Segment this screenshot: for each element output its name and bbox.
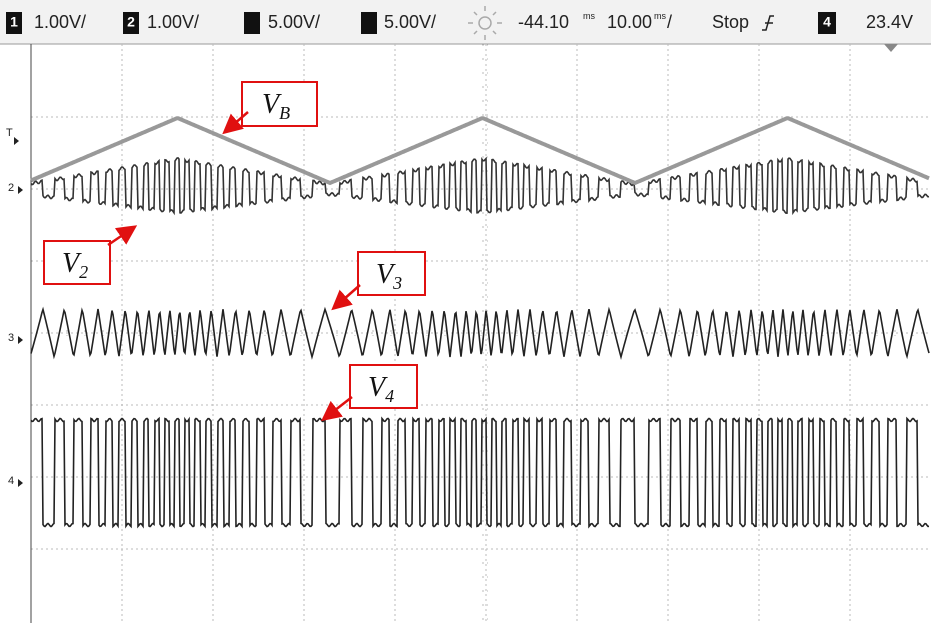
ch1-scale[interactable]: 1.00V/ [34,12,86,32]
ch3-marker: 3 [8,332,14,344]
annotation-sub: 2 [79,262,88,282]
ch4-marker: 4 [8,475,14,487]
ch1-number[interactable]: 1 [10,14,18,30]
marker-arrows [14,137,23,487]
ch4-badge[interactable] [361,12,377,34]
delay-unit: ms [583,11,595,21]
annotation-arrow [108,228,133,245]
trigger-source[interactable]: 4 [823,14,831,30]
ch3-badge[interactable] [244,12,260,34]
ch3-waveform [31,309,929,357]
trigger-level[interactable]: 23.4V [866,12,913,32]
run-state[interactable]: Stop [712,12,749,32]
ch2-scale[interactable]: 1.00V/ [147,12,199,32]
ch4-scale[interactable]: 5.00V/ [384,12,436,32]
status-bar [0,0,931,44]
vb-waveform [31,118,929,183]
annotation-sub: B [279,103,290,123]
ch2-waveform [31,158,929,213]
annotation-sub: 4 [385,386,394,406]
timebase-unit: ms [654,11,666,21]
ch2-number[interactable]: 2 [127,14,135,30]
timebase-value[interactable]: 10.00 [607,12,652,32]
annotation-arrow [325,397,352,418]
ch4-waveform [31,419,929,527]
oscilloscope-screen: 1 1.00V/ 2 1.00V/ 5.00V/ 5.00V/ -44.10 m… [0,0,931,623]
ch2-marker: 2 [8,182,14,194]
timebase-suffix: / [667,12,672,32]
delay-value[interactable]: -44.10 [518,12,569,32]
trigger-position [884,44,898,52]
annotation-sub: 3 [392,273,402,293]
page: 1 1.00V/ 2 1.00V/ 5.00V/ 5.00V/ -44.10 m… [0,0,931,623]
ch3-scale[interactable]: 5.00V/ [268,12,320,32]
annotation-arrow [335,285,360,307]
trigger-marker: T [6,127,13,139]
